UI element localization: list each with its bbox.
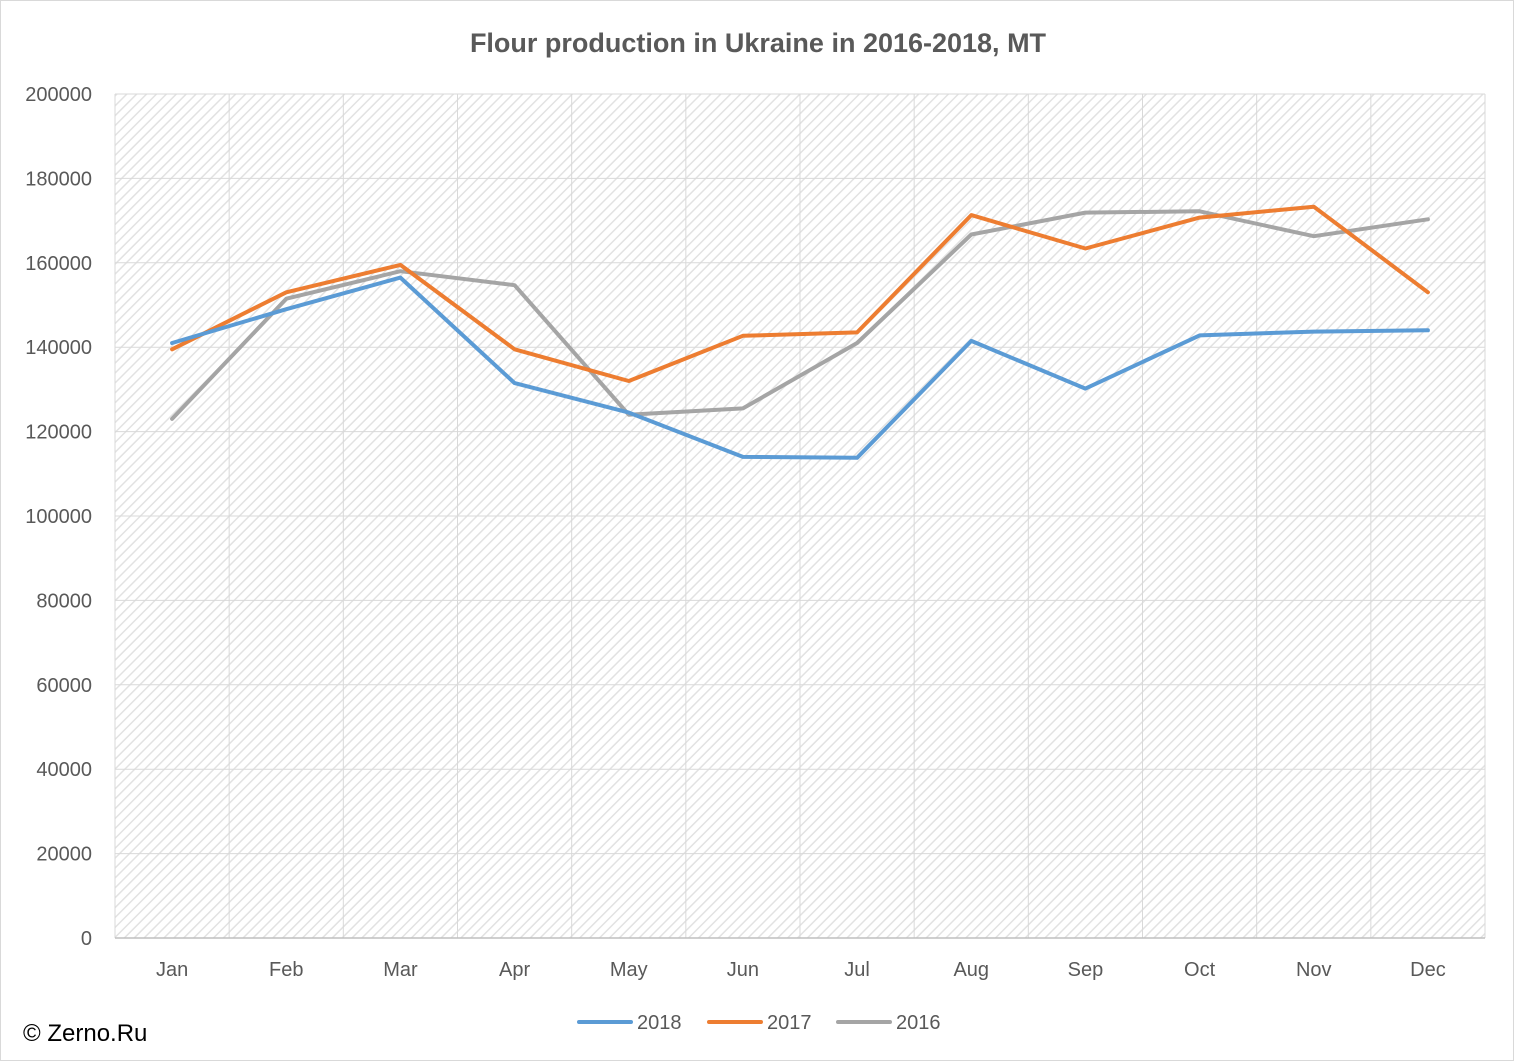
y-tick-label: 40000 (36, 759, 92, 781)
copyright-watermark: © Zerno.Ru (23, 1020, 148, 1047)
x-tick-label: Dec (1410, 959, 1446, 981)
y-tick-label: 120000 (25, 422, 92, 444)
y-tick-label: 20000 (36, 844, 92, 866)
legend-label-2018: 2018 (637, 1012, 682, 1034)
legend: 2018 2017 2016 (577, 1012, 941, 1034)
x-tick-label: Sep (1068, 959, 1104, 981)
x-tick-label: Mar (383, 959, 418, 981)
chart-title: Flour production in Ukraine in 2016-2018… (470, 28, 1047, 58)
x-tick-label: Nov (1296, 959, 1332, 981)
series-line-2018 (170, 275, 1430, 460)
x-tick-label: Aug (953, 959, 989, 981)
x-axis-tick-labels: Jan Feb Mar Apr May Jun Jul Aug Sep Oct Nov Dec (156, 959, 1446, 981)
x-tick-label: May (610, 959, 648, 981)
x-tick-label: Oct (1184, 959, 1216, 981)
y-tick-label: 160000 (25, 253, 92, 275)
x-tick-label: Feb (269, 959, 303, 981)
series-lines (170, 204, 1430, 460)
y-tick-label: 0 (81, 928, 92, 950)
y-tick-label: 60000 (36, 675, 92, 697)
gridlines (114, 93, 1486, 939)
y-tick-label: 180000 (25, 168, 92, 190)
y-tick-label: 100000 (25, 506, 92, 528)
y-tick-label: 200000 (25, 84, 92, 106)
x-tick-label: Jan (156, 959, 188, 981)
y-tick-label: 140000 (25, 337, 92, 359)
x-tick-label: Jul (844, 959, 870, 981)
x-tick-label: Jun (727, 959, 759, 981)
legend-label-2017: 2017 (767, 1012, 812, 1034)
y-axis-tick-labels: 0 20000 40000 60000 80000 100000 120000 140000 1… (25, 84, 92, 950)
legend-label-2016: 2016 (896, 1012, 941, 1034)
x-tick-label: Apr (499, 959, 530, 981)
series-line-2017 (170, 204, 1430, 383)
y-tick-label: 80000 (36, 590, 92, 612)
